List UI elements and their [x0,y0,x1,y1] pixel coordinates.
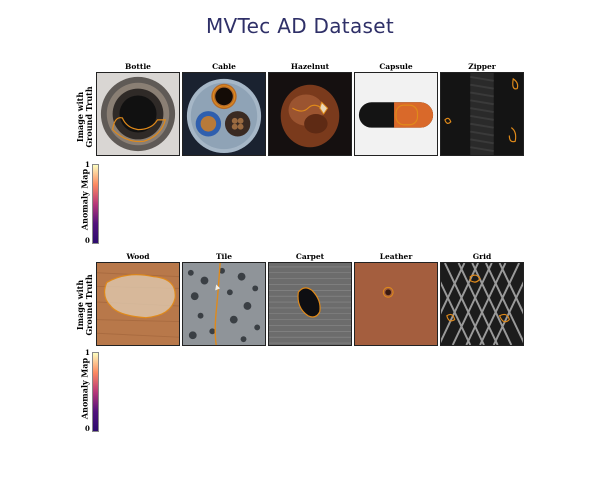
category-label-capsule: Capsule [379,62,413,71]
colorbar-max-tick: 1 [85,348,90,357]
category-label-grid: Grid [472,252,492,261]
zipper-image [440,72,524,156]
category-label-cable: Cable [212,62,236,71]
anomaly-colorbar [92,164,99,244]
category-label-zipper: Zipper [468,62,496,71]
category-label-carpet: Carpet [295,252,325,261]
page-title: MVTec AD Dataset [206,14,394,38]
row-label-image-ground-truth: Image with Ground Truth [75,260,94,350]
row-label-image-ground-truth: Image with Ground Truth [75,72,94,162]
leather-image [354,262,438,346]
colorbar-label-anomaly-map: Anomaly Map [79,357,90,420]
category-label-bottle: Bottle [125,62,151,71]
category-label-wood: Wood [126,252,150,261]
category-label-tile: Tile [215,252,233,261]
colorbar-max-tick: 1 [85,160,90,169]
capsule-image [354,72,438,156]
row-label-line-2: Ground Truth [84,86,94,148]
category-label-hazelnut: Hazelnut [290,62,330,71]
hazelnut-image [268,72,352,156]
grid-image [440,262,524,346]
category-label-leather: Leather [379,252,413,261]
wood-image [96,262,180,346]
row-label-line-2: Ground Truth [84,274,94,336]
bottle-image [96,72,180,156]
colorbar-min-tick: 0 [85,236,90,245]
carpet-image [268,262,352,346]
colorbar-min-tick: 0 [85,424,90,433]
anomaly-colorbar [92,352,99,432]
tile-image [182,262,266,346]
cable-image [182,72,266,156]
